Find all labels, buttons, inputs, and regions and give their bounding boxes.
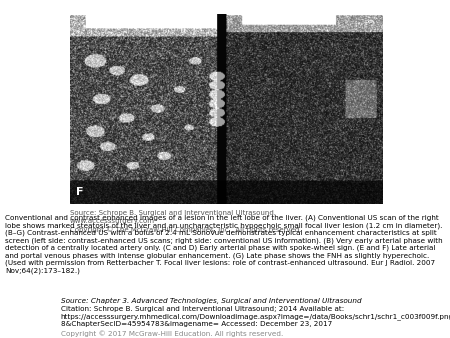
Text: www.accesssurgery.com: www.accesssurgery.com <box>70 218 155 224</box>
Text: Copyright © The McGraw-Hill Companies, Inc., All rights reserved.: Copyright © The McGraw-Hill Companies, I… <box>70 226 301 233</box>
Text: Source: Schrope B. Surgical and Interventional Ultrasound.: Source: Schrope B. Surgical and Interven… <box>70 210 276 216</box>
Text: Source: Chapter 3. Advanced Technologies, Surgical and Interventional Ultrasound: Source: Chapter 3. Advanced Technologies… <box>61 298 361 304</box>
Text: 8&ChapterSecID=45954783&imagename= Accessed: December 23, 2017: 8&ChapterSecID=45954783&imagename= Acces… <box>61 321 332 327</box>
Text: Graw: Graw <box>13 297 43 308</box>
Text: F: F <box>76 187 84 197</box>
Text: Hill: Hill <box>18 308 38 318</box>
Text: https://accesssurgery.mhmedical.com/Downloadimage.aspx?image=/data/Books/schr1/s: https://accesssurgery.mhmedical.com/Down… <box>61 314 450 320</box>
Text: Citation: Schrope B. Surgical and Interventional Ultrasound; 2014 Available at:: Citation: Schrope B. Surgical and Interv… <box>61 306 344 312</box>
Text: Conventional and contrast enhanced images of a lesion in the left lobe of the li: Conventional and contrast enhanced image… <box>5 215 443 274</box>
Text: Education: Education <box>14 320 42 325</box>
Text: Mc: Mc <box>20 287 36 297</box>
Text: pm: pm <box>364 19 375 24</box>
Text: Copyright © 2017 McGraw-Hill Education. All rights reserved.: Copyright © 2017 McGraw-Hill Education. … <box>61 331 283 337</box>
